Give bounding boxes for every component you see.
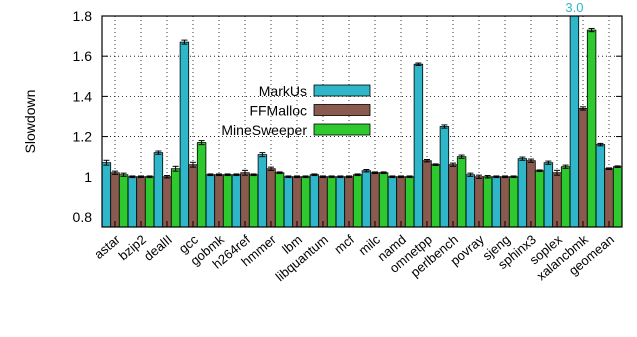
legend-label: MarkUs	[259, 83, 307, 99]
y-tick-label: 1	[84, 169, 92, 185]
legend: MarkUs FFMalloc MineSweeper	[221, 83, 371, 138]
bar-minesweeper-gcc	[196, 142, 207, 228]
bar-markus-gobmk	[205, 174, 216, 228]
bar-ffmalloc-sphinx3	[526, 160, 536, 228]
bar-minesweeper-dealii	[170, 168, 181, 228]
bar-ffmalloc-dealii	[162, 176, 172, 228]
bar-minesweeper-soplex	[560, 166, 571, 228]
bar-markus-dealii	[153, 152, 164, 228]
bar-minesweeper-h264ref	[248, 174, 259, 228]
legend-label: FFMalloc	[249, 103, 307, 119]
bar-minesweeper-mcf	[352, 174, 363, 228]
bar-ffmalloc-h264ref	[240, 172, 250, 228]
x-tick-label: mcf	[331, 232, 357, 257]
bar-markus-perlbench	[439, 126, 450, 228]
bar-ffmalloc-namd	[396, 176, 406, 228]
bar-markus-geomean	[595, 144, 606, 228]
y-tick-label: 1.4	[73, 88, 93, 104]
bar-markus-soplex	[543, 162, 554, 228]
bar-ffmalloc-geomean	[604, 168, 614, 228]
bar-markus-povray	[465, 174, 476, 228]
bar-minesweeper-povray	[482, 176, 493, 228]
bar-minesweeper-xalancbmk	[586, 29, 597, 228]
bar-markus-bzip2	[127, 176, 138, 228]
x-tick-label: bzip2	[115, 232, 148, 263]
bar-markus-astar	[101, 162, 112, 228]
bar-markus-milc	[361, 170, 372, 228]
bar-ffmalloc-xalancbmk	[578, 108, 588, 228]
bar-ffmalloc-libquantum	[318, 176, 328, 228]
bar-ffmalloc-sjeng	[500, 176, 510, 228]
bar-ffmalloc-perlbench	[448, 164, 458, 228]
bar-minesweeper-milc	[378, 172, 389, 228]
bar-ffmalloc-astar	[110, 172, 120, 228]
bar-markus-namd	[387, 176, 398, 228]
bar-minesweeper-omnetpp	[430, 164, 441, 228]
bar-minesweeper-sjeng	[508, 176, 519, 228]
bars-group	[101, 15, 623, 228]
bar-minesweeper-bzip2	[144, 176, 155, 228]
legend-swatch	[313, 84, 371, 97]
x-tick-label: dealII	[141, 232, 175, 264]
bar-ffmalloc-lbm	[292, 176, 302, 228]
bar-markus-mcf	[335, 176, 346, 228]
bar-ffmalloc-gcc	[188, 164, 198, 228]
bar-markus-xalancbmk	[569, 15, 580, 228]
bar-minesweeper-geomean	[612, 166, 623, 228]
bar-ffmalloc-soplex	[552, 172, 562, 228]
bar-markus-lbm	[283, 176, 294, 228]
bar-minesweeper-sphinx3	[534, 170, 545, 228]
legend-label: MineSweeper	[221, 122, 307, 138]
y-tick-label: 1.2	[73, 129, 93, 145]
bar-minesweeper-namd	[404, 176, 415, 228]
y-tick-label: 0.8	[73, 209, 93, 225]
bar-minesweeper-hmmer	[274, 172, 285, 228]
bar-minesweeper-astar	[118, 174, 129, 228]
bar-minesweeper-libquantum	[326, 176, 337, 228]
bar-ffmalloc-povray	[474, 176, 484, 228]
y-tick-label: 1.6	[73, 48, 93, 64]
bar-markus-omnetpp	[413, 63, 424, 228]
legend-swatch	[313, 123, 371, 136]
y-axis-title: Slowdown	[22, 90, 38, 154]
bar-markus-h264ref	[231, 174, 242, 228]
bar-markus-sphinx3	[517, 158, 528, 228]
bar-markus-gcc	[179, 41, 190, 228]
bar-minesweeper-gobmk	[222, 174, 233, 228]
bar-ffmalloc-bzip2	[136, 176, 146, 228]
legend-swatch	[313, 104, 371, 116]
bar-ffmalloc-gobmk	[214, 174, 224, 228]
bar-markus-sjeng	[491, 176, 502, 228]
bar-minesweeper-perlbench	[456, 156, 467, 228]
value-annotation: 3.0	[565, 0, 583, 15]
y-tick-label: 1.8	[73, 8, 93, 24]
x-tick-label: astar	[91, 231, 123, 261]
bar-ffmalloc-milc	[370, 172, 380, 228]
bar-ffmalloc-hmmer	[266, 168, 276, 228]
bar-ffmalloc-omnetpp	[422, 160, 432, 228]
bar-ffmalloc-mcf	[344, 176, 354, 228]
plot-border	[101, 15, 623, 228]
bar-minesweeper-lbm	[300, 176, 311, 228]
bar-markus-hmmer	[257, 154, 268, 228]
bar-markus-libquantum	[309, 174, 320, 228]
